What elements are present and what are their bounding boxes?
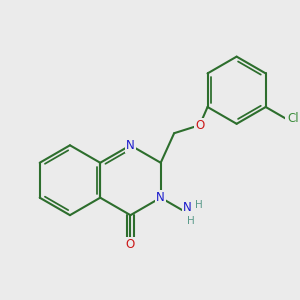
Text: O: O <box>195 118 204 132</box>
Text: Cl: Cl <box>287 112 298 125</box>
Text: H: H <box>195 200 202 210</box>
Text: N: N <box>156 191 165 204</box>
Text: H: H <box>187 215 195 226</box>
Text: N: N <box>183 201 192 214</box>
Text: O: O <box>126 238 135 251</box>
Text: N: N <box>126 139 135 152</box>
